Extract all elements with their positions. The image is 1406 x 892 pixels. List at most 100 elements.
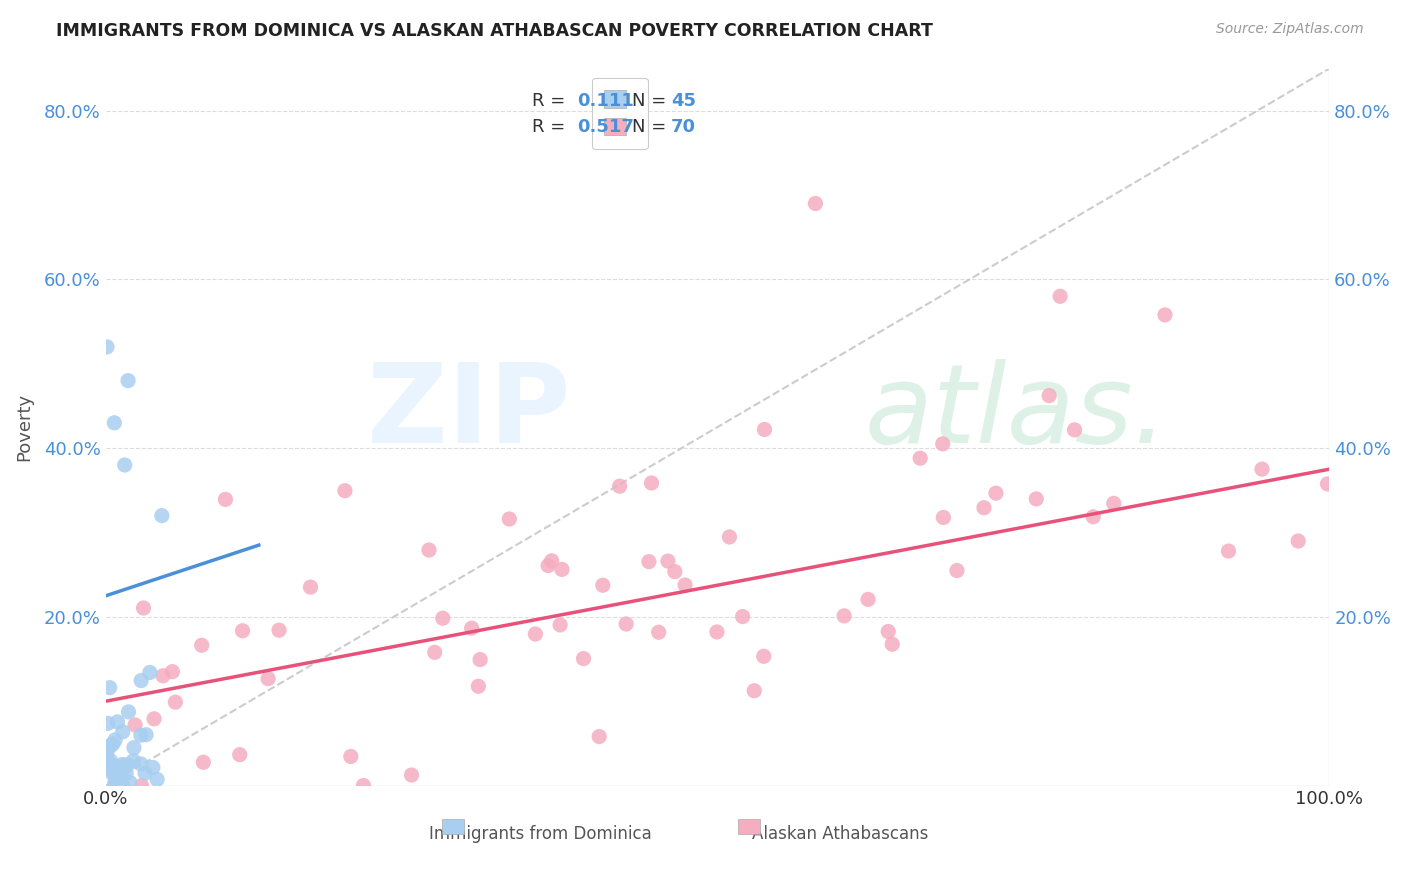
Text: atlas.: atlas.	[865, 359, 1168, 467]
Text: N =: N =	[631, 119, 666, 136]
Point	[1218, 544, 1240, 558]
Point	[115, 766, 138, 780]
Point	[101, 764, 124, 779]
Point	[108, 770, 131, 784]
Text: Source: ZipAtlas.com: Source: ZipAtlas.com	[1216, 22, 1364, 37]
Point	[984, 486, 1007, 500]
Point	[105, 760, 128, 774]
Point	[193, 756, 215, 770]
Point	[1038, 389, 1060, 403]
Point	[432, 611, 454, 625]
Point	[882, 637, 904, 651]
Point	[460, 621, 482, 635]
Point	[104, 732, 127, 747]
Point	[122, 754, 145, 768]
Point	[122, 740, 145, 755]
Point	[111, 724, 134, 739]
Point	[731, 609, 754, 624]
Point	[423, 645, 446, 659]
Point	[114, 458, 136, 472]
Point	[129, 728, 152, 742]
Point	[124, 718, 146, 732]
Text: R =: R =	[531, 92, 565, 110]
Point	[640, 475, 662, 490]
Y-axis label: Poverty: Poverty	[15, 393, 32, 461]
Text: Immigrants from Dominica: Immigrants from Dominica	[429, 825, 651, 843]
Point	[333, 483, 356, 498]
Point	[832, 608, 855, 623]
Text: 0.517: 0.517	[576, 119, 634, 136]
Point	[609, 479, 631, 493]
FancyBboxPatch shape	[443, 819, 464, 834]
Point	[706, 624, 728, 639]
Text: IMMIGRANTS FROM DOMINICA VS ALASKAN ATHABASCAN POVERTY CORRELATION CHART: IMMIGRANTS FROM DOMINICA VS ALASKAN ATHA…	[56, 22, 934, 40]
Point	[111, 779, 134, 793]
Point	[752, 649, 775, 664]
Point	[664, 565, 686, 579]
Point	[946, 564, 969, 578]
Point	[647, 625, 669, 640]
Point	[548, 618, 571, 632]
FancyBboxPatch shape	[738, 819, 761, 834]
Point	[97, 716, 120, 731]
Point	[877, 624, 900, 639]
Point	[352, 779, 374, 793]
Point	[498, 512, 520, 526]
Legend: , : ,	[592, 78, 648, 150]
Text: Alaskan Athabascans: Alaskan Athabascans	[752, 825, 928, 843]
Point	[257, 672, 280, 686]
Point	[129, 756, 152, 771]
Point	[1049, 289, 1071, 303]
Point	[165, 695, 187, 709]
Point	[673, 578, 696, 592]
Point	[101, 737, 124, 751]
Point	[267, 624, 290, 638]
Point	[135, 728, 157, 742]
Point	[1154, 308, 1177, 322]
Point	[142, 760, 165, 774]
Text: 70: 70	[671, 119, 696, 136]
Point	[229, 747, 252, 762]
Point	[467, 679, 489, 693]
Point	[105, 760, 128, 774]
Point	[101, 766, 124, 780]
Text: R =: R =	[531, 119, 565, 136]
Point	[104, 773, 127, 788]
Point	[340, 749, 363, 764]
Point	[468, 652, 491, 666]
Point	[856, 592, 879, 607]
Point	[742, 683, 765, 698]
Point	[804, 196, 827, 211]
Point	[100, 739, 122, 753]
Point	[152, 669, 174, 683]
Point	[551, 562, 574, 576]
Point	[973, 500, 995, 515]
Point	[232, 624, 254, 638]
Point	[104, 777, 127, 791]
Point	[134, 766, 156, 780]
Point	[105, 760, 128, 774]
Point	[98, 739, 121, 754]
Point	[932, 510, 955, 524]
Point	[98, 756, 121, 770]
Text: N =: N =	[631, 92, 666, 110]
Point	[96, 745, 118, 759]
Point	[1251, 462, 1274, 476]
Point	[105, 773, 128, 788]
Point	[103, 416, 125, 430]
Point	[162, 665, 184, 679]
Point	[908, 451, 931, 466]
Point	[1286, 534, 1309, 549]
Point	[588, 730, 610, 744]
Point	[931, 437, 953, 451]
Point	[96, 754, 118, 768]
Point	[718, 530, 741, 544]
Point	[96, 748, 118, 763]
Point	[1316, 476, 1339, 491]
Point	[299, 580, 322, 594]
Point	[118, 775, 141, 789]
Point	[117, 705, 139, 719]
Point	[100, 754, 122, 768]
Point	[150, 508, 173, 523]
Text: 0.111: 0.111	[576, 92, 634, 110]
